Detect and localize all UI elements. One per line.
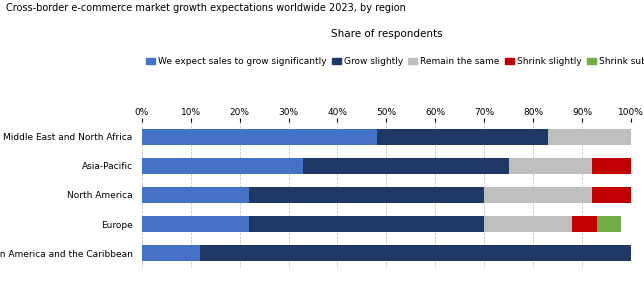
Bar [249,216,484,232]
Bar [548,129,631,145]
Bar [142,158,303,174]
Bar [142,245,200,261]
Bar [592,187,631,203]
Bar [597,216,621,232]
Bar [249,187,484,203]
Bar [592,158,631,174]
Bar [484,187,592,203]
Bar [142,129,377,145]
Bar [377,129,548,145]
Bar [200,245,631,261]
Legend: We expect sales to grow significantly, Grow slightly, Remain the same, Shrink sl: We expect sales to grow significantly, G… [146,57,644,66]
Bar [573,216,597,232]
Bar [142,216,249,232]
Bar [484,216,573,232]
Text: Cross-border e-commerce market growth expectations worldwide 2023, by region: Cross-border e-commerce market growth ex… [6,3,406,13]
Bar [303,158,509,174]
Bar [509,158,592,174]
Text: Share of respondents: Share of respondents [330,29,442,39]
Bar [142,187,249,203]
